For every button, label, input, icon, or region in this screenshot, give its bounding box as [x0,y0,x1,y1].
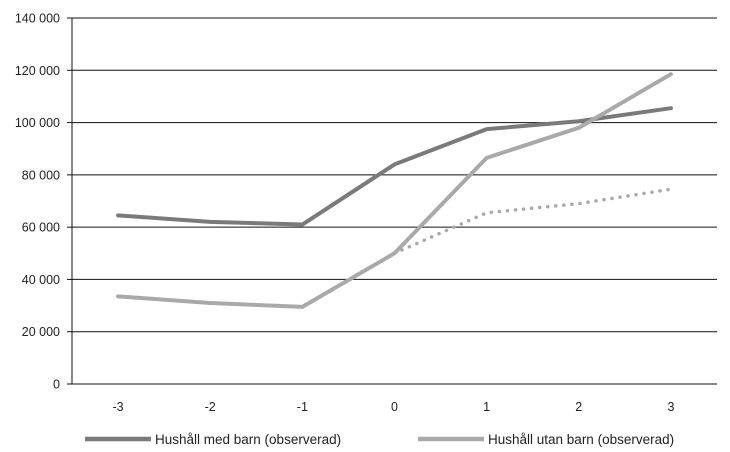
series-layer [116,72,673,309]
y-tick-label: 60 000 [22,221,60,235]
x-tick-label: -3 [113,400,124,414]
y-tick-label: 20 000 [22,325,60,339]
axis-layer: 0 20 000 40 000 60 000 80 000 100 000 120 000 1… [15,12,675,415]
grid-layer [72,17,717,385]
x-tick-label: 0 [391,400,398,414]
series-line-2 [392,187,673,256]
y-tick-label: 120 000 [15,64,60,78]
y-tick-label: 100 000 [15,116,60,130]
x-tick-label: 3 [667,400,674,414]
y-tick-label: 40 000 [22,273,60,287]
x-tick-label: -1 [297,400,308,414]
series-line-1 [116,72,673,309]
x-tick-label: -2 [205,400,216,414]
legend: Hushåll med barn (observerad) Hushåll uta… [85,432,674,447]
x-tick-label: 2 [575,400,582,414]
x-tick-label: 1 [483,400,490,414]
series-line-0 [116,106,673,227]
y-tick-label: 0 [53,378,60,392]
legend-label: Hushåll utan barn (observerad) [488,432,674,447]
y-tick-label: 140 000 [15,12,60,26]
legend-label: Hushåll med barn (observerad) [155,432,341,447]
y-tick-label: 80 000 [22,168,60,182]
